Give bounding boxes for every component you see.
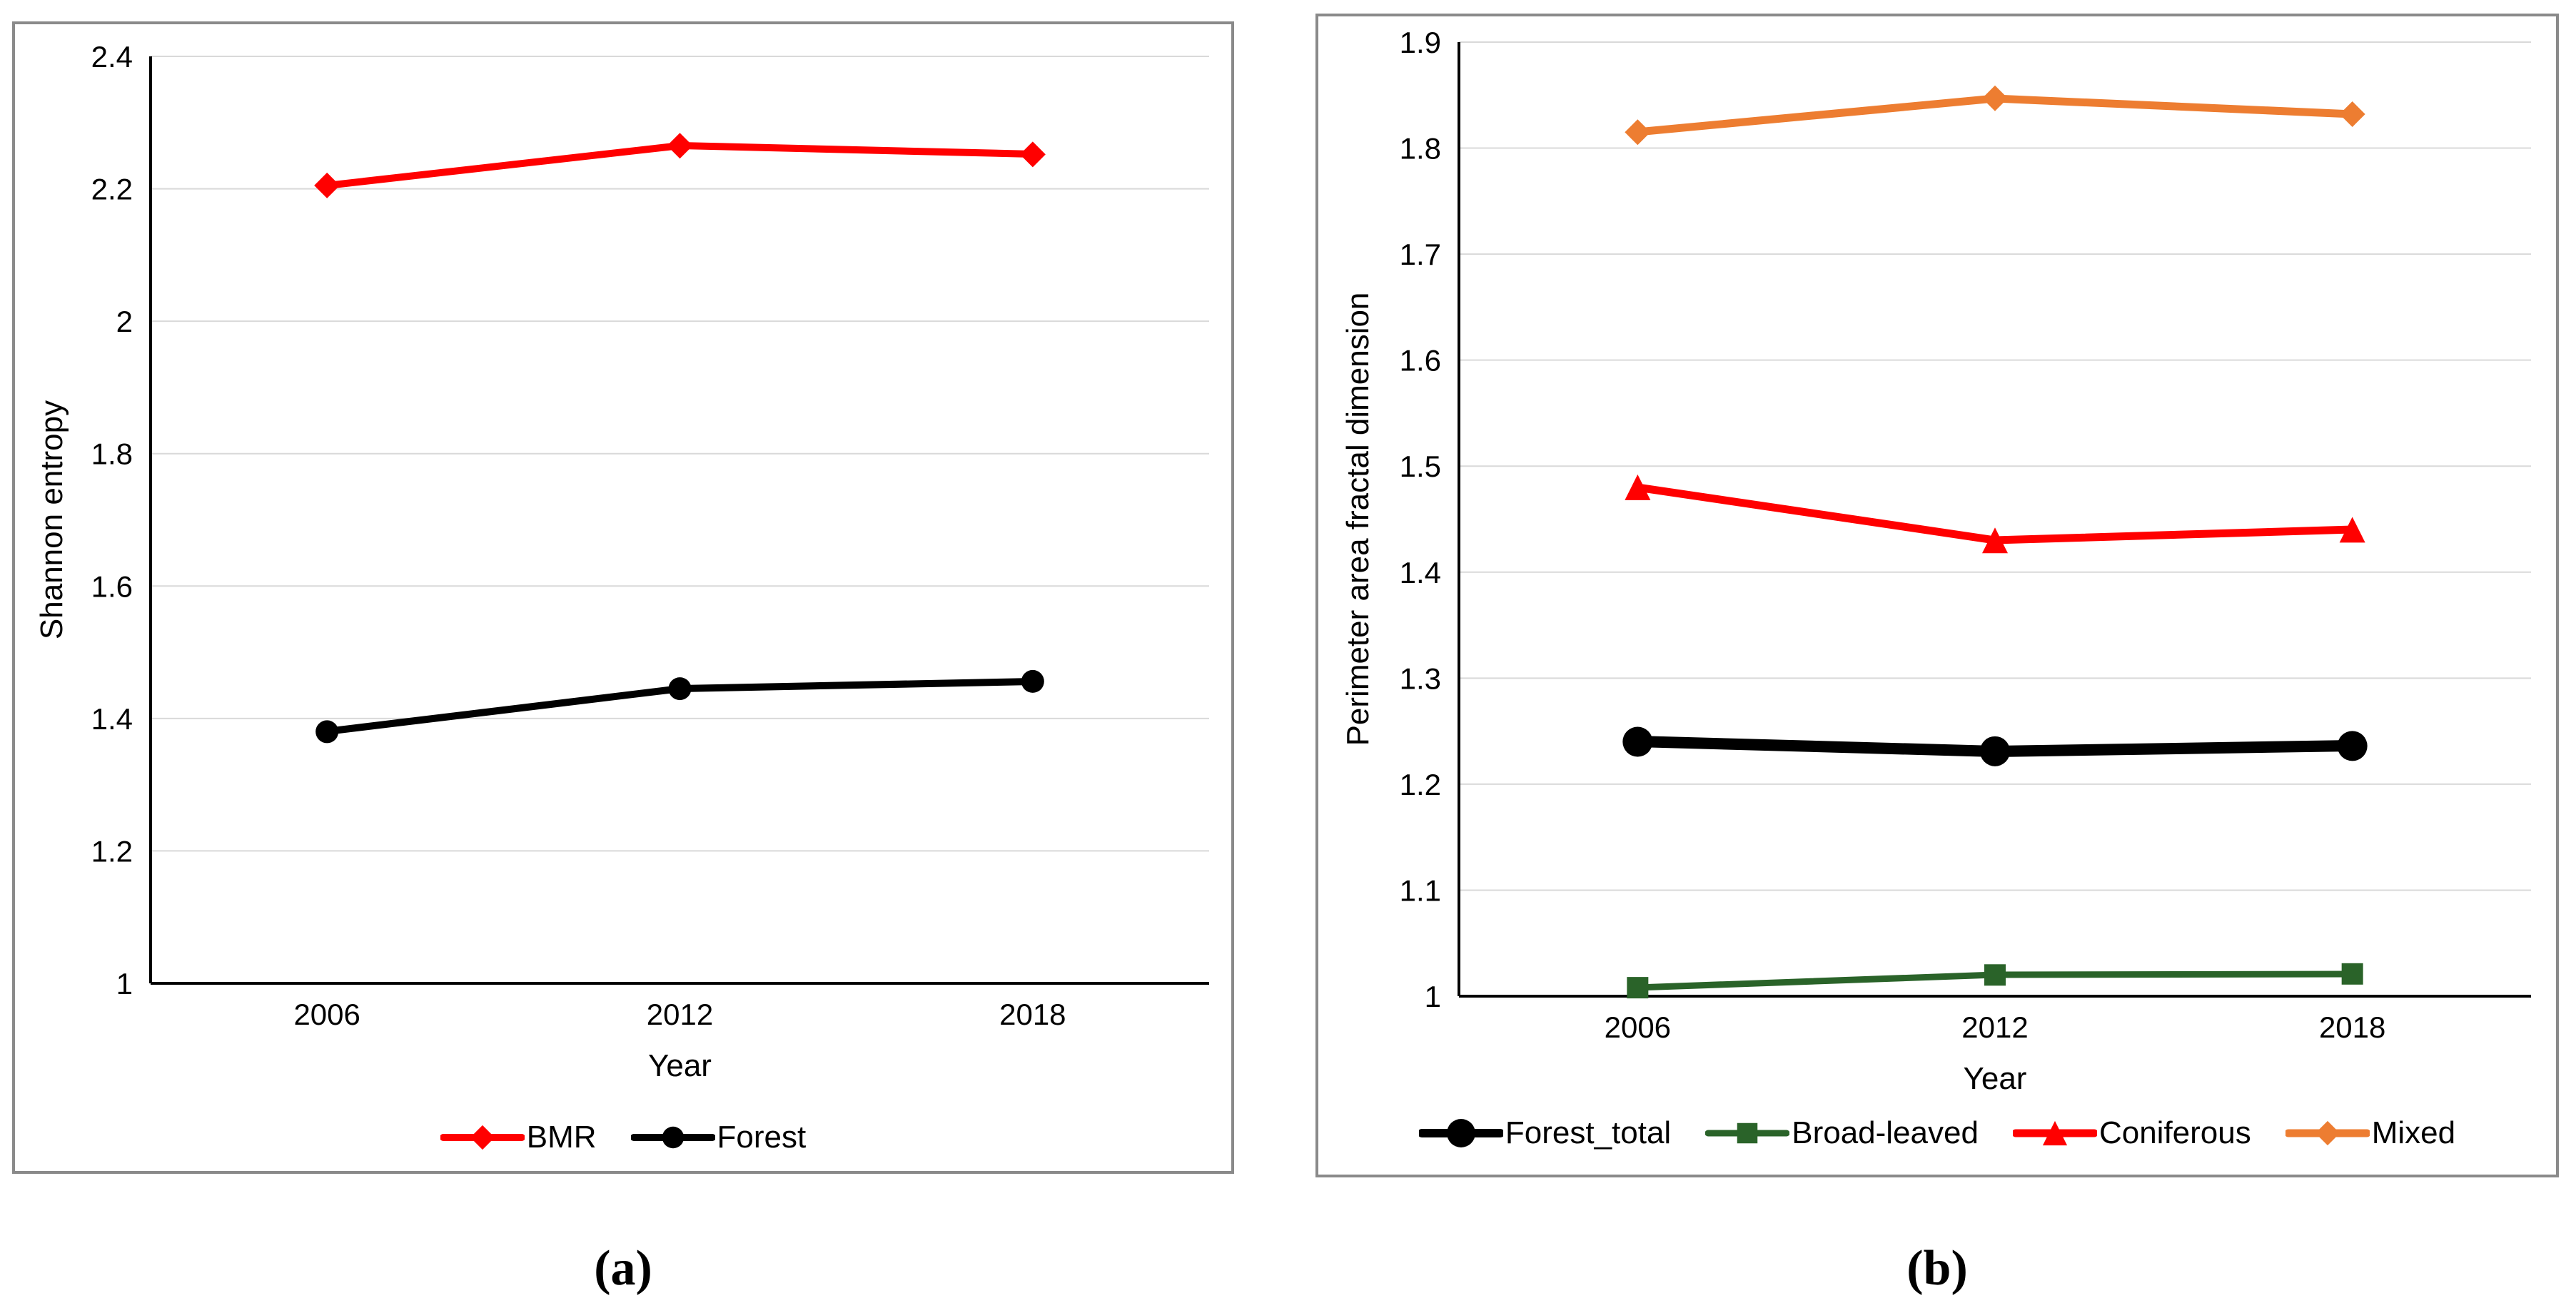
legend-marker-Broad-leaved xyxy=(1705,1122,1790,1144)
series-marker-Forest xyxy=(1021,669,1044,693)
series-marker-Broad-leaved xyxy=(1984,964,2006,986)
y-tick-label: 1.5 xyxy=(1400,450,1441,483)
series-marker-Forest_total xyxy=(1622,726,1653,757)
series-marker-Forest xyxy=(668,677,692,701)
series-marker-Broad-leaved xyxy=(2341,963,2363,985)
legend-marker-Mixed xyxy=(2285,1120,2370,1146)
legend-item-Forest: Forest xyxy=(630,1120,807,1155)
series-marker-BMR xyxy=(667,133,693,159)
y-tick-label: 1.1 xyxy=(1400,873,1441,907)
caption-a: (a) xyxy=(594,1241,652,1296)
y-tick-label: 1.2 xyxy=(1400,768,1441,801)
legend-marker-Forest xyxy=(630,1126,715,1149)
legend-label: Broad-leaved xyxy=(1792,1115,1979,1150)
y-axis-title: Shannon entropy xyxy=(34,400,69,639)
series-marker-BMR xyxy=(314,172,340,198)
legend-label: Mixed xyxy=(2371,1115,2456,1150)
chart-b-legend: Forest_total Broad-leaved Coniferous Mixed xyxy=(1318,1108,2556,1158)
chart-a-canvas: 1 1.2 1.4 1.6 1.8 2 2.2 2.4 2006 2012 2018 Year Shan… xyxy=(34,40,1209,1083)
y-axis-title: Perimeter area fractal dimension xyxy=(1340,293,1375,746)
legend-item-Coniferous: Coniferous xyxy=(2012,1115,2251,1151)
series-marker-Mixed xyxy=(2339,101,2365,128)
x-tick-label: 2018 xyxy=(2319,1010,2385,1044)
panel-a: 1 1.2 1.4 1.6 1.8 2 2.2 2.4 2006 2012 2018 Year Shan… xyxy=(12,21,1234,1174)
x-tick-label: 2018 xyxy=(999,998,1066,1031)
legend-label: Forest_total xyxy=(1505,1115,1672,1150)
legend-glyph-Mixed xyxy=(2315,1120,2340,1146)
legend-item-BMR: BMR xyxy=(440,1120,597,1155)
y-tick-label: 1.8 xyxy=(91,437,133,471)
legend-glyph-Broad-leaved xyxy=(1737,1122,1758,1144)
y-tick-label: 1.4 xyxy=(91,702,133,736)
y-tick-label: 2.4 xyxy=(91,40,133,73)
legend-label: Forest xyxy=(717,1120,807,1155)
x-tick-label: 2012 xyxy=(647,998,713,1031)
y-tick-label: 1.2 xyxy=(91,834,133,868)
series-marker-Mixed xyxy=(1625,119,1651,146)
panel-b: 1 1.1 1.2 1.3 1.4 1.5 1.6 1.7 1.8 1.9 2006 2012 2018… xyxy=(1315,14,2559,1177)
y-tick-label: 1.7 xyxy=(1400,238,1441,271)
x-axis-title: Year xyxy=(1964,1061,2027,1096)
legend-marker-Coniferous xyxy=(2012,1120,2097,1146)
series-marker-Coniferous xyxy=(2339,517,2365,543)
legend-label: BMR xyxy=(526,1120,597,1155)
legend-glyph-Forest xyxy=(662,1126,684,1149)
legend-glyph-Coniferous xyxy=(2042,1120,2068,1146)
series-marker-Forest_total xyxy=(2337,731,2368,761)
series-marker-Coniferous xyxy=(1625,474,1651,500)
legend-item-Broad-leaved: Broad-leaved xyxy=(1705,1115,1979,1151)
y-gridlines xyxy=(151,56,1209,852)
x-tick-label: 2006 xyxy=(293,998,360,1031)
y-tick-label: 1.4 xyxy=(1400,556,1441,589)
legend-item-Forest_total: Forest_total xyxy=(1418,1115,1672,1151)
legend-glyph-BMR xyxy=(470,1125,495,1150)
caption-b: (b) xyxy=(1906,1241,1968,1296)
y-tick-label: 1.6 xyxy=(1400,344,1441,377)
legend-glyph-Forest_total xyxy=(1446,1119,1475,1147)
y-tick-label: 1.9 xyxy=(1400,26,1441,59)
chart-b-canvas: 1 1.1 1.2 1.3 1.4 1.5 1.6 1.7 1.8 1.9 2006 2012 2018… xyxy=(1340,26,2531,1096)
series-marker-Forest xyxy=(315,720,339,744)
series-marker-Forest_total xyxy=(1980,736,2010,766)
x-tick-label: 2012 xyxy=(1961,1010,2028,1044)
series-marker-Coniferous xyxy=(1982,527,2008,554)
legend-item-Mixed: Mixed xyxy=(2285,1115,2455,1151)
axes xyxy=(149,56,1209,985)
series-marker-BMR xyxy=(1019,141,1046,168)
x-tick-label: 2006 xyxy=(1605,1010,1671,1044)
y-tick-label: 2.2 xyxy=(91,173,133,206)
chart-a-legend: BMR Forest xyxy=(15,1112,1231,1162)
x-axis-title: Year xyxy=(648,1048,712,1083)
y-tick-label: 2 xyxy=(116,305,133,338)
series-marker-Broad-leaved xyxy=(1627,977,1649,999)
legend-label: Coniferous xyxy=(2098,1115,2251,1150)
y-tick-label: 1 xyxy=(1425,980,1441,1013)
legend-marker-Forest_total xyxy=(1418,1119,1503,1147)
y-tick-label: 1.3 xyxy=(1400,661,1441,695)
y-tick-label: 1.8 xyxy=(1400,132,1441,166)
axes xyxy=(1458,42,2531,998)
legend-marker-BMR xyxy=(440,1125,525,1150)
y-tick-label: 1.6 xyxy=(91,569,133,603)
y-tick-label: 1 xyxy=(116,967,133,1000)
y-gridlines xyxy=(1459,41,2531,891)
series-marker-Mixed xyxy=(1982,85,2008,111)
